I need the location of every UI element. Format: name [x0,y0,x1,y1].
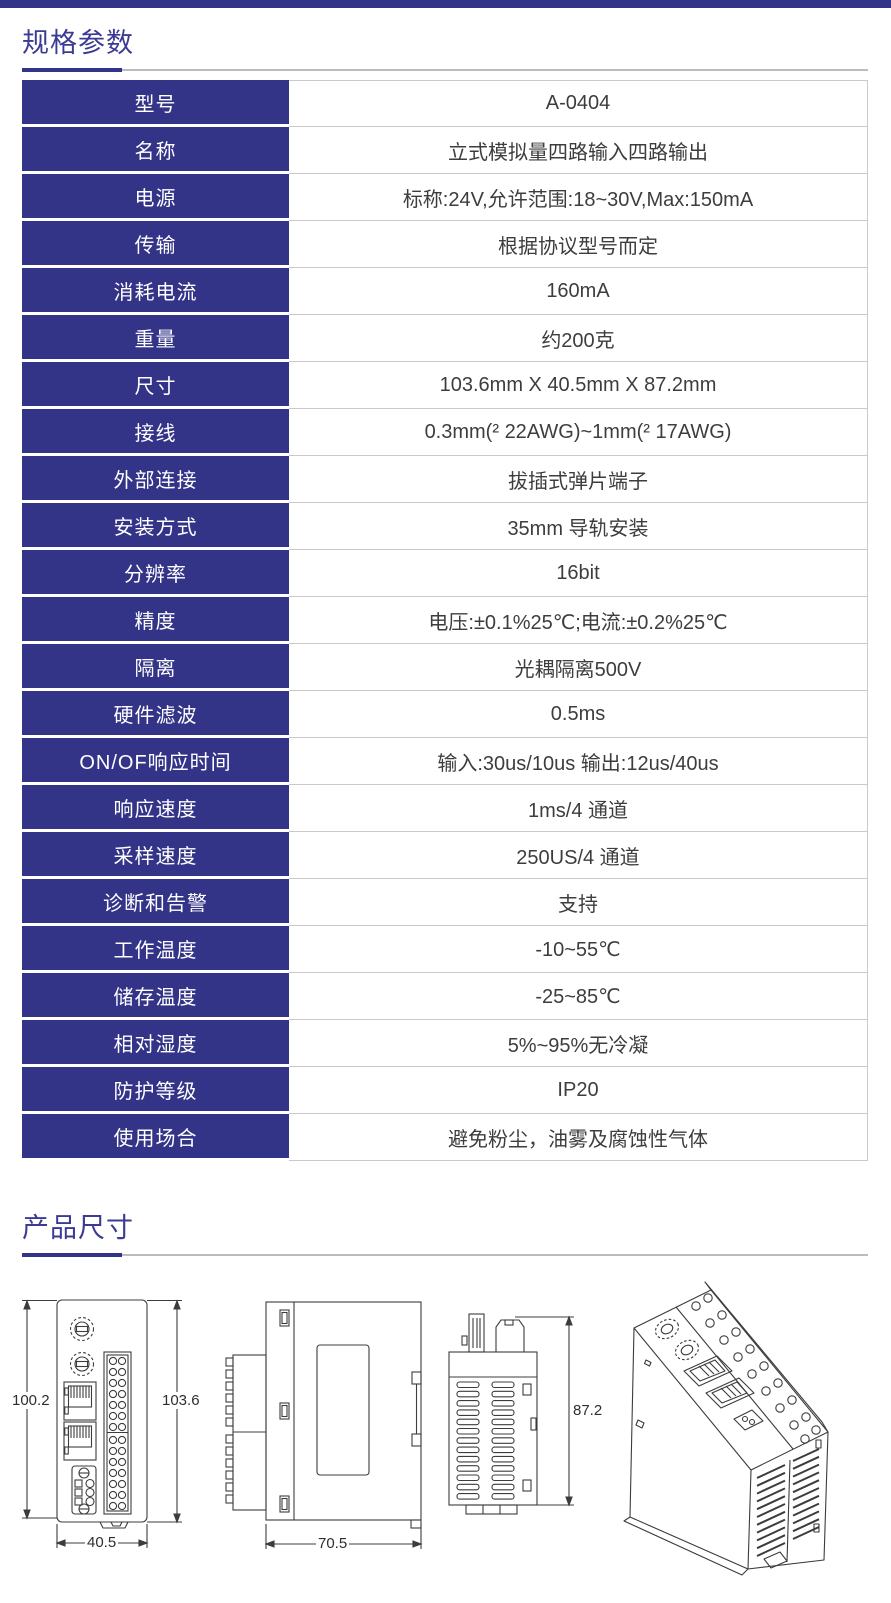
table-row: 硬件滤波 0.5ms [22,691,868,738]
table-row: 名称 立式模拟量四路输入四路输出 [22,127,868,174]
divider-accent [22,1253,122,1257]
spec-label-cell: 名称 [22,127,289,171]
spec-label-cell: 外部连接 [22,456,289,500]
spec-value-cell: 0.3mm(² 22AWG)~1mm(² 17AWG) [289,409,868,456]
table-row: 响应速度 1ms/4 通道 [22,785,868,832]
table-row: 电源 标称:24V,允许范围:18~30V,Max:150mA [22,174,868,221]
rear-view-svg [448,1313,574,1515]
spec-label-cell: 分辨率 [22,550,289,594]
spec-label-cell: 响应速度 [22,785,289,829]
spec-label-cell: 型号 [22,80,289,124]
rear-height-dim: 87.2 [571,1402,605,1419]
spec-label-cell: 隔离 [22,644,289,688]
top-accent-bar [0,0,891,8]
dimension-drawings: 100.2 103.6 40.5 [10,1272,876,1582]
spec-label-cell: 电源 [22,174,289,218]
table-row: 接线 0.3mm(² 22AWG)~1mm(² 17AWG) [22,409,868,456]
spec-value-cell: 光耦隔离500V [289,644,868,691]
dimensions-section-title: 产品尺寸 [22,1213,134,1243]
spec-value-cell: 250US/4 通道 [289,832,868,879]
divider-accent [22,68,122,72]
front-view-svg [22,1299,182,1548]
table-row: 分辨率 16bit [22,550,868,597]
isometric-view-svg [623,1281,829,1576]
spec-value-cell: 输入:30us/10us 输出:12us/40us [289,738,868,785]
table-row: 重量 约200克 [22,315,868,362]
spec-label-cell: 储存温度 [22,973,289,1017]
dimensions-title-divider [22,1253,868,1257]
spec-value-cell: 160mA [289,268,868,315]
spec-title-divider [22,68,868,72]
spec-value-cell: 16bit [289,550,868,597]
spec-label-cell: 消耗电流 [22,268,289,312]
spec-value-cell: 根据协议型号而定 [289,221,868,268]
front-width-dim: 40.5 [85,1534,119,1551]
side-view-drawing: 70.5 [219,1272,429,1572]
spec-label-cell: 相对湿度 [22,1020,289,1064]
table-row: 诊断和告警 支持 [22,879,868,926]
spec-label-cell: ON/OF响应时间 [22,738,289,782]
spec-value-cell: 支持 [289,879,868,926]
spec-label-cell: 使用场合 [22,1114,289,1158]
front-view-drawing: 100.2 103.6 40.5 [10,1272,219,1572]
table-row: ON/OF响应时间 输入:30us/10us 输出:12us/40us [22,738,868,785]
spec-table: 型号 A-0404 名称 立式模拟量四路输入四路输出 电源 标称:24V,允许范围:1… [22,80,868,1161]
spec-label-cell: 防护等级 [22,1067,289,1111]
spec-value-cell: 标称:24V,允许范围:18~30V,Max:150mA [289,174,868,221]
spec-value-cell: 约200克 [289,315,868,362]
table-row: 消耗电流 160mA [22,268,868,315]
table-row: 采样速度 250US/4 通道 [22,832,868,879]
table-row: 防护等级 IP20 [22,1067,868,1114]
table-row: 相对湿度 5%~95%无冷凝 [22,1020,868,1067]
spec-section-title: 规格参数 [22,28,134,58]
spec-label-cell: 传输 [22,221,289,265]
spec-label-cell: 安装方式 [22,503,289,547]
table-row: 传输 根据协议型号而定 [22,221,868,268]
spec-value-cell: 电压:±0.1%25℃;电流:±0.2%25℃ [289,597,868,644]
table-row: 尺寸 103.6mm X 40.5mm X 87.2mm [22,362,868,409]
spec-value-cell: 避免粉尘，油雾及腐蚀性气体 [289,1114,868,1161]
spec-value-cell: A-0404 [289,80,868,127]
spec-value-cell: -10~55℃ [289,926,868,973]
spec-label-cell: 硬件滤波 [22,691,289,735]
spec-value-cell: 0.5ms [289,691,868,738]
side-depth-dim: 70.5 [316,1535,350,1552]
spec-value-cell: 35mm 导轨安装 [289,503,868,550]
table-row: 型号 A-0404 [22,80,868,127]
spec-label-cell: 采样速度 [22,832,289,876]
table-row: 工作温度 -10~55℃ [22,926,868,973]
table-row: 使用场合 避免粉尘，油雾及腐蚀性气体 [22,1114,868,1161]
spec-label-cell: 诊断和告警 [22,879,289,923]
page-content: 规格参数 型号 A-0404 名称 立式模拟量四路输入四路输出 电源 标称:24V,允… [22,26,868,1257]
spec-value-cell: 拔插式弹片端子 [289,456,868,503]
table-row: 外部连接 拔插式弹片端子 [22,456,868,503]
spec-label-cell: 重量 [22,315,289,359]
isometric-view-drawing [604,1272,874,1582]
spec-value-cell: IP20 [289,1067,868,1114]
rear-view-drawing: 87.2 [429,1272,605,1572]
spec-label-cell: 精度 [22,597,289,641]
spec-label-cell: 接线 [22,409,289,453]
front-height-total-dim: 103.6 [160,1392,202,1409]
spec-label-cell: 工作温度 [22,926,289,970]
side-view-svg [225,1301,423,1549]
table-row: 储存温度 -25~85℃ [22,973,868,1020]
table-row: 隔离 光耦隔离500V [22,644,868,691]
spec-value-cell: 1ms/4 通道 [289,785,868,832]
spec-value-cell: 103.6mm X 40.5mm X 87.2mm [289,362,868,409]
table-row: 安装方式 35mm 导轨安装 [22,503,868,550]
spec-value-cell: 立式模拟量四路输入四路输出 [289,127,868,174]
front-height-body-dim: 100.2 [10,1392,52,1409]
spec-value-cell: 5%~95%无冷凝 [289,1020,868,1067]
table-row: 精度 电压:±0.1%25℃;电流:±0.2%25℃ [22,597,868,644]
spec-value-cell: -25~85℃ [289,973,868,1020]
spec-label-cell: 尺寸 [22,362,289,406]
